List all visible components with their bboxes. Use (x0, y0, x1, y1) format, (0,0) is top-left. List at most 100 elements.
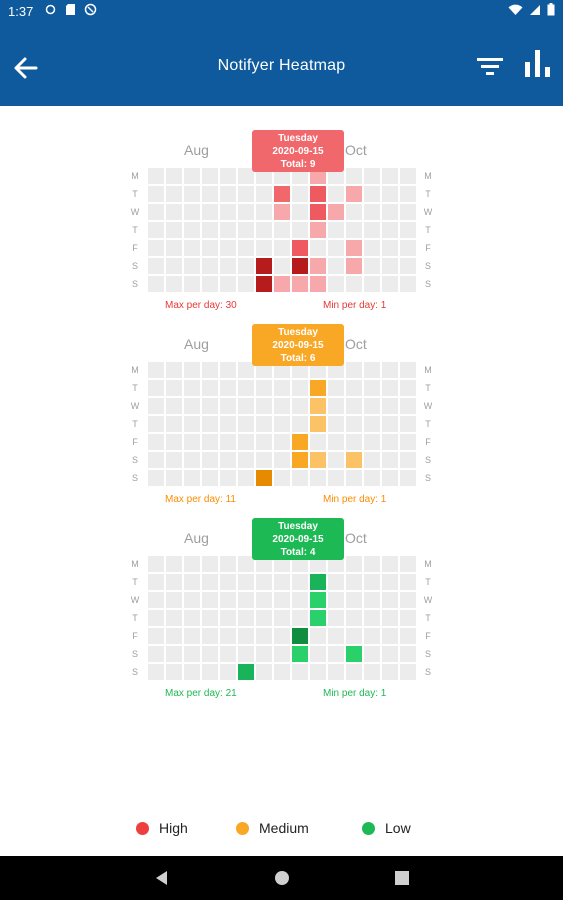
heatmap-cell[interactable] (364, 592, 380, 608)
heatmap-cell[interactable] (220, 452, 236, 468)
heatmap-cell[interactable] (166, 240, 182, 256)
heatmap-cell[interactable] (220, 240, 236, 256)
heatmap-cell[interactable] (346, 664, 362, 680)
heatmap-cell[interactable] (400, 240, 416, 256)
heatmap-cell[interactable] (274, 416, 290, 432)
heatmap-cell[interactable] (274, 362, 290, 378)
heatmap-cell[interactable] (328, 452, 344, 468)
heatmap-cell[interactable] (382, 592, 398, 608)
heatmap-cell-active[interactable] (310, 610, 326, 626)
heatmap-cell[interactable] (202, 204, 218, 220)
heatmap-cell[interactable] (310, 556, 326, 572)
heatmap-cell[interactable] (184, 258, 200, 274)
heatmap-cell[interactable] (328, 222, 344, 238)
heatmap-cell[interactable] (202, 362, 218, 378)
heatmap-cell[interactable] (184, 240, 200, 256)
heatmap-cell[interactable] (382, 470, 398, 486)
heatmap-cell[interactable] (220, 556, 236, 572)
heatmap-cell[interactable] (166, 416, 182, 432)
heatmap-cell[interactable] (346, 204, 362, 220)
heatmap-cell[interactable] (238, 362, 254, 378)
heatmap-cell-active[interactable] (346, 240, 362, 256)
heatmap-cell[interactable] (364, 434, 380, 450)
heatmap-cell[interactable] (220, 610, 236, 626)
heatmap-cell[interactable] (346, 168, 362, 184)
heatmap-cell[interactable] (256, 168, 272, 184)
heatmap-cell[interactable] (400, 362, 416, 378)
heatmap-cell[interactable] (364, 240, 380, 256)
heatmap-cell[interactable] (220, 186, 236, 202)
heatmap-cell-active[interactable] (256, 276, 272, 292)
heatmap-cell[interactable] (256, 380, 272, 396)
heatmap-cell[interactable] (202, 258, 218, 274)
heatmap-cell[interactable] (238, 276, 254, 292)
heatmap-cell[interactable] (328, 664, 344, 680)
heatmap-cell[interactable] (184, 592, 200, 608)
heatmap-cell[interactable] (148, 646, 164, 662)
heatmap-cell-active[interactable] (274, 276, 290, 292)
heatmap-cell[interactable] (274, 610, 290, 626)
heatmap-cell-active[interactable] (310, 276, 326, 292)
heatmap-cell[interactable] (148, 258, 164, 274)
heatmap-cell[interactable] (274, 592, 290, 608)
heatmap-cell[interactable] (220, 168, 236, 184)
heatmap-cell[interactable] (400, 610, 416, 626)
heatmap-cell[interactable] (166, 398, 182, 414)
heatmap-cell[interactable] (166, 258, 182, 274)
heatmap-cell[interactable] (328, 592, 344, 608)
heatmap-cell[interactable] (256, 416, 272, 432)
heatmap-cell[interactable] (202, 556, 218, 572)
heatmap-cell-active[interactable] (292, 452, 308, 468)
heatmap-cell[interactable] (184, 186, 200, 202)
heatmap-cell[interactable] (382, 556, 398, 572)
heatmap-cell[interactable] (238, 380, 254, 396)
heatmap-cell[interactable] (220, 222, 236, 238)
heatmap-cell[interactable] (148, 276, 164, 292)
heatmap-cell[interactable] (184, 380, 200, 396)
heatmap-cell[interactable] (328, 610, 344, 626)
heatmap-cell[interactable] (238, 168, 254, 184)
heatmap-cell[interactable] (400, 258, 416, 274)
heatmap-cell[interactable] (400, 452, 416, 468)
heatmap-cell-active[interactable] (256, 470, 272, 486)
heatmap-cell[interactable] (274, 470, 290, 486)
heatmap-cell[interactable] (364, 574, 380, 590)
heatmap-cell[interactable] (328, 398, 344, 414)
heatmap-cell[interactable] (166, 434, 182, 450)
heatmap-cell[interactable] (202, 592, 218, 608)
heatmap-cell[interactable] (364, 470, 380, 486)
heatmap-cell[interactable] (382, 664, 398, 680)
heatmap-cell[interactable] (202, 646, 218, 662)
heatmap-cell[interactable] (184, 470, 200, 486)
heatmap-cell[interactable] (346, 470, 362, 486)
heatmap-cell[interactable] (364, 556, 380, 572)
heatmap-cell[interactable] (346, 628, 362, 644)
heatmap-cell[interactable] (148, 240, 164, 256)
heatmap-cell[interactable] (400, 664, 416, 680)
heatmap-cell[interactable] (364, 646, 380, 662)
heatmap-cell-active[interactable] (310, 452, 326, 468)
heatmap-cell[interactable] (184, 416, 200, 432)
heatmap-cell[interactable] (400, 204, 416, 220)
heatmap-cell[interactable] (364, 168, 380, 184)
heatmap-cell[interactable] (346, 556, 362, 572)
heatmap-cell[interactable] (238, 258, 254, 274)
heatmap-cell[interactable] (400, 628, 416, 644)
heatmap-cell[interactable] (274, 664, 290, 680)
heatmap-cell[interactable] (328, 434, 344, 450)
heatmap-cell[interactable] (256, 664, 272, 680)
heatmap-cell[interactable] (274, 452, 290, 468)
heatmap-cell[interactable] (202, 398, 218, 414)
heatmap-cell[interactable] (382, 240, 398, 256)
stats-button[interactable] (522, 48, 554, 82)
heatmap-cell[interactable] (328, 240, 344, 256)
heatmap-cell[interactable] (184, 168, 200, 184)
heatmap-cell[interactable] (382, 416, 398, 432)
heatmap-cell[interactable] (292, 398, 308, 414)
heatmap-cell[interactable] (310, 240, 326, 256)
heatmap-cell[interactable] (328, 628, 344, 644)
heatmap-cell[interactable] (256, 556, 272, 572)
heatmap-cell[interactable] (274, 556, 290, 572)
heatmap-cell[interactable] (400, 398, 416, 414)
heatmap-cell[interactable] (220, 574, 236, 590)
